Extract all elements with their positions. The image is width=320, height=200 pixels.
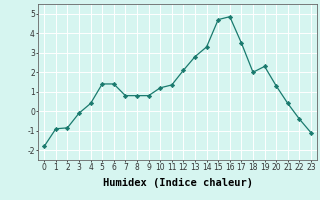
X-axis label: Humidex (Indice chaleur): Humidex (Indice chaleur) (103, 178, 252, 188)
